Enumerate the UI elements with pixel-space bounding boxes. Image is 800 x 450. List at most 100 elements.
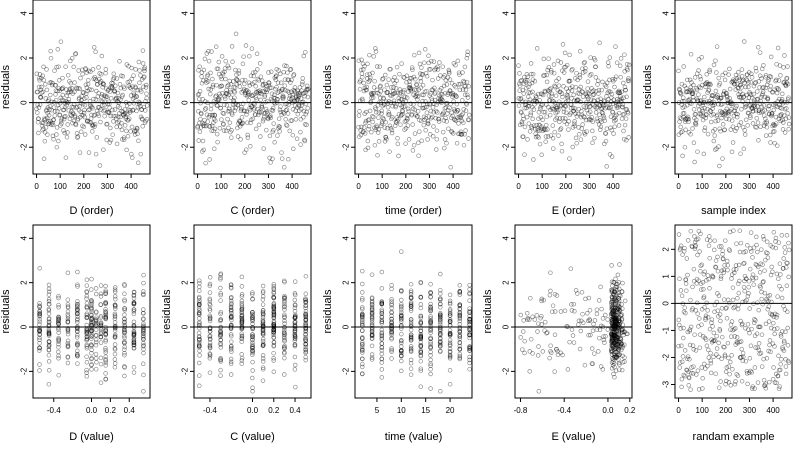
data-point <box>537 128 542 134</box>
data-point <box>218 367 223 373</box>
y-axis-title: residuals <box>482 289 494 334</box>
data-point <box>302 138 308 144</box>
x-tick-label: 400 <box>285 182 299 191</box>
data-point <box>595 118 600 124</box>
data-point <box>685 89 691 94</box>
data-point <box>218 105 223 111</box>
data-point <box>301 108 307 114</box>
data-point <box>423 115 429 121</box>
data-point <box>133 94 139 99</box>
data-point <box>212 113 218 118</box>
data-point <box>562 65 567 70</box>
data-point <box>131 101 137 106</box>
data-point <box>379 367 385 372</box>
data-point <box>217 126 223 131</box>
data-point <box>275 97 280 102</box>
data-point <box>527 97 533 102</box>
data-point <box>588 97 594 102</box>
y-tick-label: 4 <box>502 11 511 16</box>
data-point <box>364 84 370 90</box>
data-point <box>39 84 44 90</box>
data-point <box>618 99 624 104</box>
data-point <box>428 115 434 121</box>
y-tick-label: 2 <box>20 280 29 285</box>
data-point <box>438 91 444 97</box>
data-point <box>304 87 309 93</box>
data-point <box>246 92 251 98</box>
data-point <box>678 91 684 97</box>
data-point <box>239 274 245 280</box>
data-point <box>43 96 49 101</box>
data-point <box>215 66 221 72</box>
data-point <box>466 84 471 89</box>
data-point <box>139 77 145 82</box>
data-point <box>370 119 375 125</box>
data-point <box>704 343 710 349</box>
data-point <box>93 366 99 372</box>
data-point <box>571 108 577 114</box>
data-point <box>760 301 765 307</box>
data-point <box>548 288 553 294</box>
data-point <box>61 107 67 113</box>
data-point <box>437 87 443 93</box>
data-point <box>457 87 463 93</box>
data-point <box>282 83 288 88</box>
data-point <box>691 82 696 88</box>
data-point <box>358 132 364 138</box>
data-point <box>455 108 461 113</box>
data-point <box>86 107 91 113</box>
data-point <box>67 87 72 92</box>
data-point <box>234 72 239 77</box>
data-point <box>360 281 365 287</box>
data-point <box>567 112 573 118</box>
data-point <box>741 284 747 290</box>
data-point <box>577 75 583 80</box>
data-point <box>427 93 432 98</box>
data-point <box>379 269 385 275</box>
data-point <box>445 75 451 80</box>
y-tick-label: 1 <box>662 274 671 279</box>
data-point <box>399 104 405 109</box>
data-point <box>91 76 96 81</box>
data-point <box>424 88 429 94</box>
data-point <box>687 77 693 83</box>
data-point <box>579 289 585 295</box>
data-point <box>94 360 99 365</box>
data-point <box>581 114 586 119</box>
data-point <box>746 291 751 296</box>
data-point <box>582 132 588 137</box>
data-point <box>738 240 744 246</box>
data-point <box>239 284 245 289</box>
data-point <box>204 112 210 117</box>
data-point <box>262 81 268 87</box>
data-point <box>446 126 451 131</box>
data-point <box>765 255 771 260</box>
data-point <box>740 350 746 356</box>
data-point <box>450 113 455 119</box>
data-point <box>577 49 583 54</box>
data-point <box>461 120 466 125</box>
plot-frame <box>193 0 312 175</box>
data-point <box>227 108 232 114</box>
data-point <box>60 75 65 81</box>
data-point <box>247 107 253 113</box>
data-point <box>697 345 703 350</box>
data-point <box>260 283 266 289</box>
data-point <box>69 86 75 91</box>
data-point <box>411 92 416 98</box>
data-point <box>113 83 118 88</box>
data-point <box>75 134 81 139</box>
data-point <box>263 111 268 116</box>
data-point <box>625 109 630 115</box>
data-point <box>78 109 83 115</box>
data-point <box>132 129 137 134</box>
data-point <box>517 122 523 128</box>
data-point <box>453 118 459 123</box>
data-point <box>270 105 276 111</box>
data-point <box>447 368 453 373</box>
data-point <box>103 93 108 98</box>
data-point <box>602 118 608 123</box>
data-point <box>125 117 130 123</box>
data-point <box>466 117 472 123</box>
